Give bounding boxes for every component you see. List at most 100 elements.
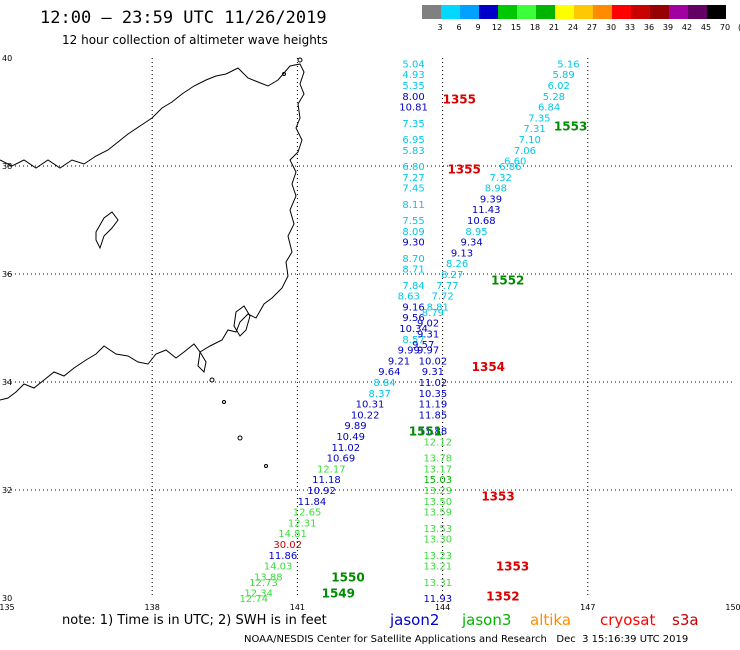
wave-height-value: 7.35 xyxy=(402,119,424,130)
pass-time-label: 1355 xyxy=(447,163,480,177)
wave-height-value: 10.49 xyxy=(336,432,365,443)
wave-height-value: 12.12 xyxy=(423,437,452,448)
latitude-label: 36 xyxy=(2,270,12,279)
pass-time-labels: 1355 1553 1355 1552 1354 1551 1353 1550 1353 1549… xyxy=(322,93,588,604)
wave-height-value: 10.02 xyxy=(419,356,448,367)
scale-swatch xyxy=(574,5,593,19)
latitude-label: 38 xyxy=(2,162,12,171)
scale-swatch xyxy=(688,5,707,19)
pass-time-label: 1355 xyxy=(443,93,476,107)
wave-height-value: 11.86 xyxy=(269,551,298,562)
coastline xyxy=(0,57,305,468)
scale-label: 33 xyxy=(625,23,635,32)
satellite-legend-altika: altika xyxy=(530,611,572,629)
scale-swatch xyxy=(650,5,669,19)
wave-height-value: 9.21 xyxy=(388,356,410,367)
wave-height-value: 12.74 xyxy=(240,594,269,605)
scale-swatch xyxy=(555,5,574,19)
scale-swatch xyxy=(460,5,479,19)
wave-height-value: 5.89 xyxy=(552,70,574,81)
scale-label: 27 xyxy=(587,23,597,32)
satellite-legend-jason3: jason3 xyxy=(462,611,512,629)
scale-swatch xyxy=(536,5,555,19)
wave-height-value: 14.03 xyxy=(264,562,293,573)
wave-height-value: 13.23 xyxy=(423,551,452,562)
wave-height-value: 6.02 xyxy=(548,81,570,92)
wave-height-value: 7.27 xyxy=(402,173,424,184)
pass-time-label: 1353 xyxy=(481,489,514,503)
scale-swatch xyxy=(631,5,650,19)
scale-label: 9 xyxy=(475,23,480,32)
wave-height-value: 11.84 xyxy=(298,497,327,508)
wave-height-value: 15.03 xyxy=(423,475,452,486)
latitude-label: 34 xyxy=(2,378,12,387)
wave-height-value: 10.68 xyxy=(467,216,496,227)
wave-height-value: 7.84 xyxy=(402,281,424,292)
wave-height-value: 10.22 xyxy=(351,410,380,421)
scale-swatch xyxy=(593,5,612,19)
island xyxy=(237,435,243,441)
wave-height-value: 10.34 xyxy=(399,324,428,335)
wave-height-value: 8.98 xyxy=(485,184,507,195)
longitude-label: 141 xyxy=(290,603,305,612)
wave-height-value: 8.71 xyxy=(402,265,424,276)
scale-label: 30 xyxy=(606,23,616,32)
wave-height-value: 8.81 xyxy=(427,302,449,313)
wave-height-value: 6.84 xyxy=(538,103,560,114)
wave-height-value: 5.83 xyxy=(402,146,424,157)
wave-height-value: 8.37 xyxy=(369,389,391,400)
wave-height-value: 8.79 xyxy=(422,308,444,319)
scale-label: 21 xyxy=(549,23,559,32)
honshu-coastline xyxy=(0,63,305,401)
wave-height-value: 9.64 xyxy=(378,367,400,378)
longitude-label: 144 xyxy=(435,603,450,612)
wave-height-value: 11.93 xyxy=(423,594,452,605)
pass-time-label: 1550 xyxy=(331,570,364,584)
wave-height-value: 7.35 xyxy=(528,113,550,124)
scale-swatch xyxy=(479,5,498,19)
island xyxy=(282,72,286,76)
wave-height-value: 11.85 xyxy=(419,410,448,421)
wave-height-value: 13.88 xyxy=(254,572,283,583)
wave-height-value: 30.02 xyxy=(273,540,302,551)
pass-time-label: 1552 xyxy=(491,273,524,287)
longitude-label: 147 xyxy=(580,603,595,612)
wave-height-value: 11.19 xyxy=(419,400,448,411)
scale-label: 45 xyxy=(701,23,711,32)
wave-height-value: 9.16 xyxy=(402,302,424,313)
wave-height-value: 9.56 xyxy=(402,313,424,324)
satellite-legend-s3a: s3a xyxy=(672,611,699,629)
longitude-label: 138 xyxy=(145,603,160,612)
wave-height-value: 8.09 xyxy=(402,227,424,238)
longitude-label: 150 xyxy=(725,603,740,612)
wave-height-value: 13.31 xyxy=(423,578,452,589)
latitude-label: 32 xyxy=(2,486,12,495)
scale-label: 24 xyxy=(568,23,578,32)
scale-label: 18 xyxy=(530,23,540,32)
wave-height-value: 13.53 xyxy=(423,524,452,535)
wave-height-value: 7.77 xyxy=(436,281,458,292)
wave-height-value: 9.99 xyxy=(398,346,420,357)
wave-height-value: 8.57 xyxy=(402,335,424,346)
wave-height-value: 11.02 xyxy=(419,378,448,389)
scale-swatch xyxy=(517,5,536,19)
wave-height-value: 8.11 xyxy=(402,200,424,211)
pass-time-label: 1354 xyxy=(472,360,505,374)
noto-peninsula xyxy=(95,211,119,250)
wave-height-value: 8.63 xyxy=(398,292,420,303)
scale-swatch xyxy=(422,5,441,19)
scale-label: (ft) xyxy=(738,23,740,32)
wave-height-value: 9.97 xyxy=(417,346,439,357)
wave-height-value: 8.84 xyxy=(373,378,395,389)
wave-height-value: 11.18 xyxy=(312,475,341,486)
island xyxy=(222,400,226,404)
wave-height-value: 10.81 xyxy=(399,103,428,114)
pass-time-label: 1352 xyxy=(486,589,519,603)
wave-height-value: 9.31 xyxy=(422,367,444,378)
wave-height-value: 9.89 xyxy=(344,421,366,432)
scale-label: 39 xyxy=(663,23,673,32)
wave-height-value: 12.34 xyxy=(244,589,273,600)
